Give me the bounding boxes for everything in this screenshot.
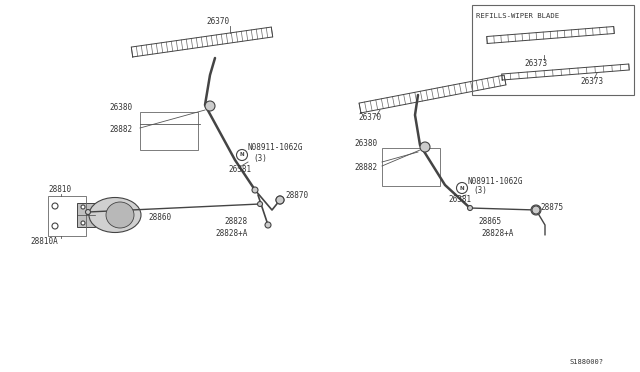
Text: (3): (3) — [473, 186, 487, 196]
Circle shape — [456, 183, 467, 193]
Circle shape — [265, 222, 271, 228]
Ellipse shape — [89, 198, 141, 232]
Text: 28882: 28882 — [355, 164, 378, 173]
Ellipse shape — [106, 202, 134, 228]
Text: 28875: 28875 — [540, 202, 563, 212]
Text: 26370: 26370 — [358, 113, 381, 122]
Circle shape — [531, 205, 541, 215]
Text: 26380: 26380 — [110, 103, 133, 112]
Circle shape — [237, 150, 248, 160]
Text: 26381: 26381 — [448, 196, 471, 205]
Bar — [48, 196, 86, 236]
Circle shape — [257, 202, 262, 206]
Text: REFILLS-WIPER BLADE: REFILLS-WIPER BLADE — [476, 13, 559, 19]
Circle shape — [252, 187, 258, 193]
Text: 28870: 28870 — [285, 192, 308, 201]
Text: 28828+A: 28828+A — [482, 230, 514, 238]
Text: 28828+A: 28828+A — [216, 228, 248, 237]
Text: 26373: 26373 — [524, 58, 547, 67]
Circle shape — [81, 205, 85, 209]
Text: 26373: 26373 — [580, 77, 603, 86]
Text: 26381: 26381 — [228, 166, 251, 174]
Bar — [140, 112, 198, 150]
Text: 26380: 26380 — [355, 140, 378, 148]
Circle shape — [52, 203, 58, 209]
Text: N: N — [460, 186, 464, 190]
Text: 28860: 28860 — [148, 214, 172, 222]
Circle shape — [532, 206, 540, 214]
Circle shape — [205, 101, 215, 111]
Text: 28828: 28828 — [225, 218, 248, 227]
Text: 28882: 28882 — [110, 125, 133, 135]
Text: N08911-1062G: N08911-1062G — [468, 176, 524, 186]
Circle shape — [276, 196, 284, 204]
Text: (3): (3) — [253, 154, 267, 163]
Circle shape — [86, 209, 90, 215]
Text: 28865: 28865 — [479, 218, 502, 227]
Text: 28810: 28810 — [48, 186, 71, 195]
Text: 28810A: 28810A — [30, 237, 58, 247]
Circle shape — [276, 196, 284, 204]
Bar — [77, 203, 95, 227]
Bar — [382, 148, 440, 186]
Circle shape — [81, 221, 85, 225]
Text: S188000?: S188000? — [570, 359, 604, 365]
Text: N: N — [240, 153, 244, 157]
Text: N08911-1062G: N08911-1062G — [248, 144, 303, 153]
Circle shape — [52, 223, 58, 229]
Circle shape — [420, 142, 430, 152]
Circle shape — [467, 205, 472, 211]
Text: 26370: 26370 — [207, 17, 230, 26]
Circle shape — [534, 208, 538, 212]
Bar — [472, 5, 634, 95]
